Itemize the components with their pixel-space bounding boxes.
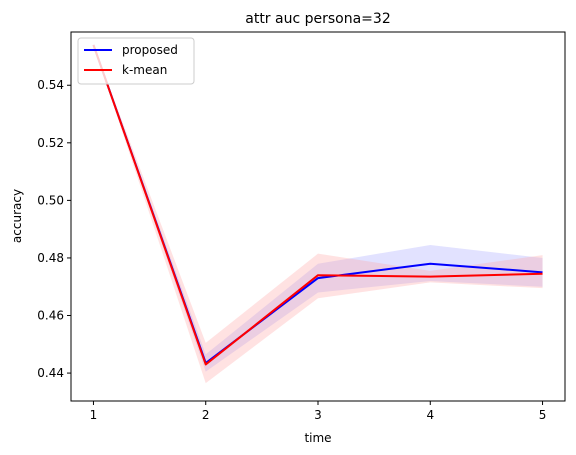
legend-label-proposed: proposed [122,43,178,57]
legend: proposed k-mean [77,37,195,85]
legend-label-k-mean: k-mean [122,63,167,77]
y-tick-label: 0.44 [37,366,64,380]
chart-title: attr auc persona=32 [245,11,390,27]
y-tick-label: 0.54 [37,78,64,92]
y-tick-label: 0.46 [37,309,64,323]
y-tick-label: 0.48 [37,251,64,265]
series-line-proposed [92,44,543,365]
x-tick-label: 3 [314,408,322,422]
y-axis-label: accuracy [10,189,24,243]
series-line-k-mean [92,44,543,366]
x-axis-label: time [304,431,331,445]
series-band-k-mean [93,44,543,384]
x-tick-label: 2 [202,408,210,422]
y-tick-label: 0.50 [37,193,64,207]
series-band-proposed [93,44,543,372]
x-tick-label: 1 [90,408,98,422]
y-tick-label: 0.52 [37,136,64,150]
x-tick-label: 4 [426,408,434,422]
x-tick-label: 5 [539,408,547,422]
plot-frame [70,31,566,402]
